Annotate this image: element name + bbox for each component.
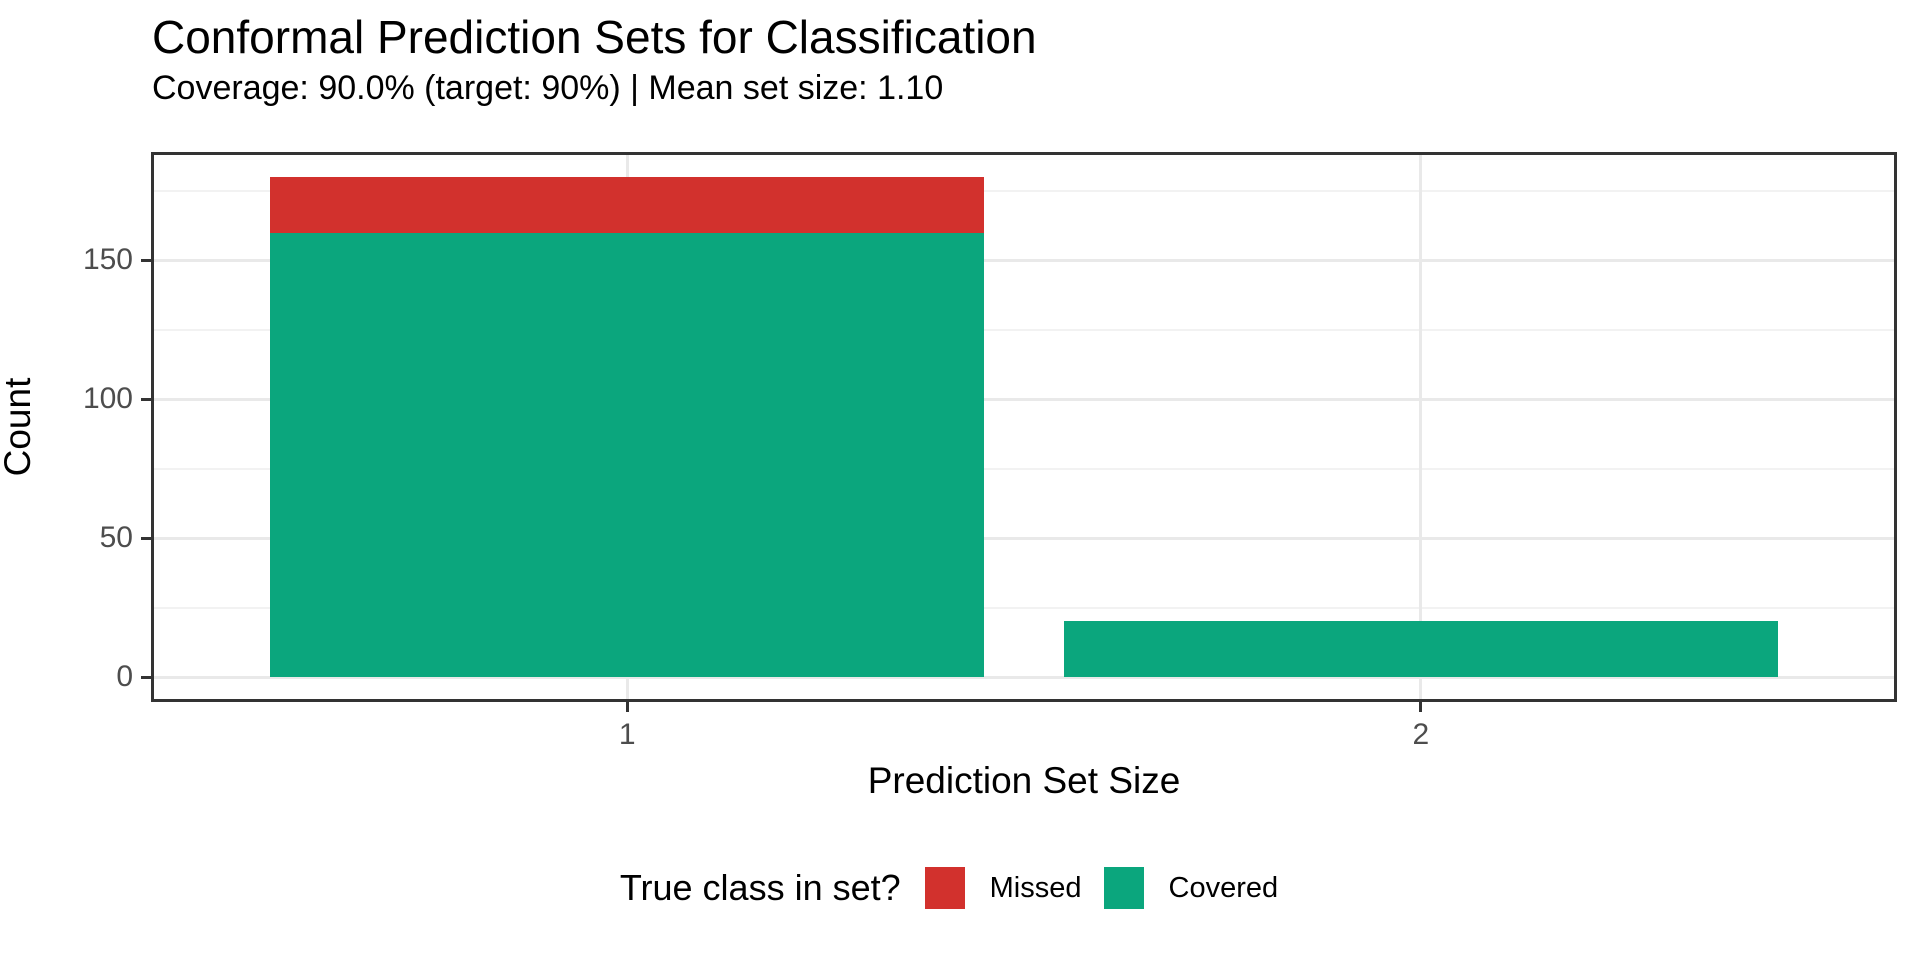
legend-swatch-covered [1103, 867, 1144, 909]
y-tick-label: 100 [82, 382, 133, 416]
y-tick-label: 0 [116, 660, 133, 693]
bar-segment-missed-1 [270, 177, 985, 233]
x-tick-mark [1419, 702, 1423, 712]
bar-segment-covered-2 [1063, 621, 1778, 677]
gridline-horizontal-minor [151, 328, 1897, 331]
gridline-horizontal-minor [151, 467, 1897, 470]
legend: True class in set? Missed Covered [0, 858, 1920, 918]
y-tick-label: 150 [82, 243, 133, 277]
y-tick-mark [141, 397, 151, 401]
x-tick-mark [625, 702, 629, 712]
plot-subtitle: Coverage: 90.0% (target: 90%) | Mean set… [152, 69, 944, 107]
gridline-horizontal-major [151, 536, 1897, 540]
x-tick-label: 1 [618, 718, 636, 751]
y-axis-title: Count [0, 377, 38, 477]
gridline-vertical-major [1419, 152, 1423, 702]
gridline-horizontal-minor [151, 189, 1897, 192]
y-tick-mark [141, 258, 151, 262]
gridline-horizontal-major [151, 397, 1897, 401]
x-axis-title: Prediction Set Size [867, 760, 1181, 801]
y-tick-mark [141, 675, 151, 679]
gridline-horizontal-major [151, 675, 1897, 679]
y-tick-label: 50 [99, 521, 133, 555]
plot-title: Conformal Prediction Sets for Classifica… [152, 11, 1037, 63]
legend-swatch-missed [924, 867, 965, 909]
bar-segment-covered-1 [270, 232, 985, 677]
y-tick-mark [141, 536, 151, 540]
legend-item-label: Missed [989, 871, 1082, 904]
gridline-horizontal-major [151, 258, 1897, 262]
legend-items: Missed Covered [924, 867, 1300, 909]
plot-panel [151, 152, 1897, 702]
legend-item-covered: Covered [1103, 867, 1279, 909]
legend-title: True class in set? [619, 867, 901, 908]
gridline-horizontal-minor [151, 606, 1897, 609]
legend-item-missed: Missed [924, 867, 1082, 909]
x-tick-label: 2 [1412, 718, 1430, 751]
legend-item-label: Covered [1168, 871, 1279, 904]
